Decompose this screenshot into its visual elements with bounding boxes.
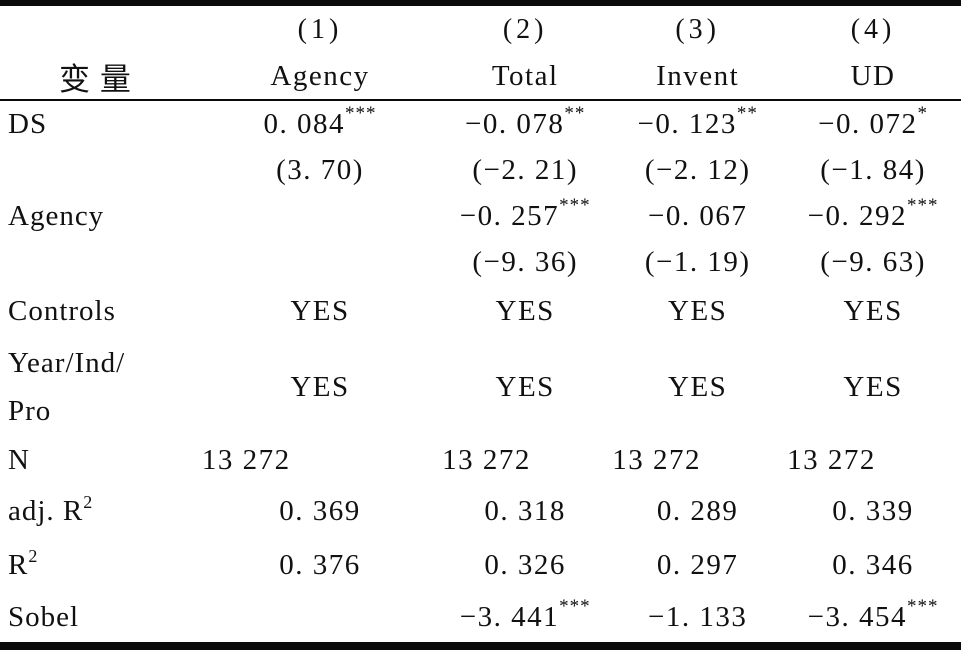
observations-cell: 13 272 [442, 444, 531, 476]
model-number-3: (3) [675, 14, 720, 45]
coefficient-cell: 0. 084*** [200, 100, 440, 148]
model-number-row: (1) (2) (3) (4) [0, 3, 961, 54]
coefficient-cell: −0. 067 [610, 193, 785, 240]
superscript-2: 2 [83, 491, 93, 512]
row-adjusted-r-squared: adj. R2 0. 369 0. 318 0. 289 0. 339 [0, 484, 961, 538]
significance-stars: * [917, 103, 928, 124]
row-controls: Controls YES YES YES YES [0, 285, 961, 337]
observations-cell: 13 272 [612, 444, 701, 476]
row-label-controls: Controls [8, 294, 116, 327]
empty-label-cell [0, 240, 200, 285]
row-label-adj-r2: adj. R2 [8, 491, 93, 527]
column-header-ud: UD [785, 54, 961, 101]
row-ds-coefficients: DS 0. 084*** −0. 078** −0. 123** −0. 072… [0, 100, 961, 148]
t-stat-cell: (−9. 63) [820, 246, 926, 278]
sobel-value: −3. 454 [807, 600, 907, 633]
row-label-agency: Agency [8, 200, 105, 232]
adj-r2-cell: 0. 289 [656, 494, 739, 527]
row-label-year-ind-pro: Year/Ind/ Pro [0, 337, 200, 437]
t-stat-cell-empty [200, 240, 440, 285]
coefficient-value: −0. 123 [637, 108, 737, 140]
superscript-2: 2 [28, 545, 38, 566]
column-header-agency: Agency [199, 54, 441, 101]
column-header-invent: Invent [610, 54, 786, 101]
model-number-1: (1) [297, 14, 343, 45]
fixed-effects-yes-cell: YES [290, 370, 350, 403]
significance-stars: *** [559, 195, 591, 216]
coefficient-cell: −0. 292*** [785, 193, 961, 240]
controls-yes-cell: YES [495, 294, 555, 327]
column-header-total: Total [440, 54, 611, 101]
r2-cell: 0. 346 [832, 548, 914, 581]
coefficient-cell: −0. 257*** [440, 193, 610, 240]
adj-r2-cell: 0. 369 [279, 494, 361, 527]
sobel-cell: −3. 441*** [440, 592, 610, 647]
controls-yes-cell: YES [290, 294, 350, 327]
adj-r2-cell: 0. 339 [832, 494, 914, 527]
coefficient-value: 0. 084 [263, 108, 345, 140]
t-stat-cell: (3. 70) [276, 154, 364, 186]
observations-cell: 13 272 [787, 444, 876, 476]
t-stat-cell: (−2. 12) [644, 154, 751, 186]
significance-stars: *** [345, 103, 377, 124]
row-year-ind-pro: Year/Ind/ Pro YES YES YES YES [0, 337, 961, 437]
row-label-r2: R2 [8, 545, 38, 581]
empty-corner-cell [0, 3, 200, 54]
t-stat-cell: (−9. 36) [472, 246, 578, 278]
sobel-value: −1. 133 [647, 600, 748, 633]
controls-yes-cell: YES [668, 294, 728, 327]
t-stat-cell: (−2. 21) [472, 154, 578, 186]
coefficient-value: −0. 257 [459, 200, 560, 232]
row-observations: N 13 272 13 272 13 272 13 272 [0, 437, 961, 484]
r2-cell: 0. 376 [279, 548, 361, 581]
column-name-row: 变量 Agency Total Invent UD [0, 54, 961, 101]
coefficient-value: −0. 067 [647, 200, 748, 232]
significance-stars: *** [559, 595, 591, 617]
r2-cell: 0. 326 [484, 548, 566, 581]
row-r-squared: R2 0. 376 0. 326 0. 297 0. 346 [0, 538, 961, 592]
fixed-effects-yes-cell: YES [668, 370, 728, 403]
coefficient-cell: −0. 123** [610, 100, 785, 148]
controls-yes-cell: YES [843, 294, 903, 327]
r2-cell: 0. 297 [656, 548, 739, 581]
variable-header: 变量 [0, 54, 200, 101]
table-header: (1) (2) (3) (4) 变量 Agency Total Invent U… [0, 3, 961, 101]
coefficient-cell: −0. 072* [785, 100, 961, 148]
t-stat-cell: (−1. 19) [644, 246, 751, 278]
row-label-ds: DS [8, 108, 48, 140]
row-agency-coefficients: Agency −0. 257*** −0. 067 −0. 292*** [0, 193, 961, 240]
significance-stars: ** [736, 103, 758, 124]
row-label-n: N [8, 444, 30, 476]
model-number-2: (2) [502, 14, 548, 45]
sobel-cell: −1. 133 [610, 592, 785, 647]
observations-cell: 13 272 [201, 444, 291, 476]
label-line-1: Year/Ind/ [8, 347, 126, 379]
adj-r2-cell: 0. 318 [484, 494, 566, 527]
coefficient-cell-empty [200, 193, 440, 240]
sobel-cell-empty [200, 592, 440, 647]
fixed-effects-yes-cell: YES [495, 370, 555, 403]
row-label-sobel: Sobel [8, 600, 80, 633]
sobel-value: −3. 441 [459, 600, 560, 633]
coefficient-value: −0. 292 [807, 200, 907, 232]
row-ds-tstats: (3. 70) (−2. 21) (−2. 12) (−1. 84) [0, 148, 961, 193]
fixed-effects-yes-cell: YES [843, 370, 903, 403]
t-stat-cell: (−1. 84) [820, 154, 926, 186]
sobel-cell: −3. 454*** [785, 592, 961, 647]
significance-stars: *** [906, 595, 939, 617]
significance-stars: *** [906, 195, 939, 216]
row-agency-tstats: (−9. 36) (−1. 19) (−9. 63) [0, 240, 961, 285]
significance-stars: ** [564, 103, 586, 124]
coefficient-cell: −0. 078** [440, 100, 610, 148]
coefficient-value: −0. 072 [818, 108, 918, 140]
empty-label-cell [0, 148, 200, 193]
coefficient-value: −0. 078 [464, 108, 565, 140]
row-sobel: Sobel −3. 441*** −1. 133 −3. 454*** [0, 592, 961, 647]
model-number-4: (4) [850, 14, 896, 45]
label-line-2: Pro [8, 395, 52, 427]
